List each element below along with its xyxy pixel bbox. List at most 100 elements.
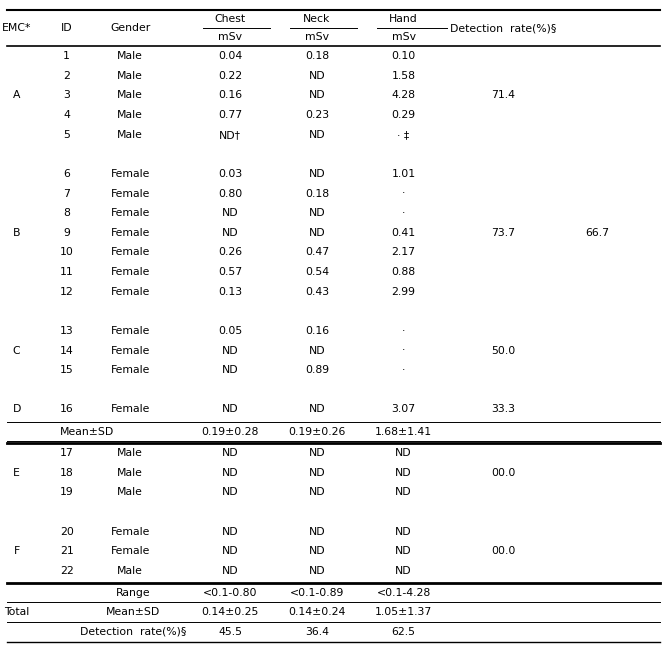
Text: Range: Range [116,587,151,598]
Text: 2.99: 2.99 [392,286,416,297]
Text: ND: ND [309,487,325,498]
Text: 9: 9 [63,228,70,238]
Text: 1.68±1.41: 1.68±1.41 [375,426,432,437]
Text: 00.0: 00.0 [492,468,516,478]
Text: 2: 2 [63,71,70,81]
Text: Female: Female [110,247,150,258]
Text: ND: ND [309,526,325,537]
Text: A: A [13,90,21,101]
Text: Female: Female [110,326,150,336]
Text: B: B [13,228,21,238]
Text: 0.57: 0.57 [218,267,242,277]
Text: 1.01: 1.01 [392,169,416,179]
Text: ND: ND [309,71,325,81]
Text: ND: ND [222,345,238,356]
Text: E: E [13,468,20,478]
Text: 33.3: 33.3 [492,404,516,415]
Text: 0.80: 0.80 [218,188,242,199]
Text: 50.0: 50.0 [492,345,516,356]
Text: ND: ND [222,448,238,458]
Text: mSv: mSv [218,32,242,43]
Text: 20: 20 [60,526,73,537]
Text: 73.7: 73.7 [492,228,516,238]
Text: 0.19±0.26: 0.19±0.26 [288,426,346,437]
Text: 6: 6 [63,169,70,179]
Text: Detection  rate(%)§: Detection rate(%)§ [450,23,557,33]
Text: 10: 10 [60,247,73,258]
Text: ND: ND [396,526,412,537]
Text: 0.16: 0.16 [218,90,242,101]
Text: 0.22: 0.22 [218,71,242,81]
Text: ND: ND [309,468,325,478]
Text: 4: 4 [63,110,70,120]
Text: 18: 18 [60,468,73,478]
Text: F: F [13,546,20,557]
Text: ND: ND [222,487,238,498]
Text: 22: 22 [60,566,73,576]
Text: ID: ID [61,23,73,33]
Text: Female: Female [110,188,150,199]
Text: ND: ND [309,566,325,576]
Text: Male: Male [117,566,143,576]
Text: ND: ND [396,487,412,498]
Text: 1.58: 1.58 [392,71,416,81]
Text: 0.23: 0.23 [305,110,329,120]
Text: Female: Female [110,546,150,557]
Text: Hand: Hand [389,14,418,24]
Text: 00.0: 00.0 [492,546,516,557]
Text: ND†: ND† [219,129,241,140]
Text: <0.1-4.28: <0.1-4.28 [376,587,431,598]
Text: 8: 8 [63,208,70,218]
Text: · ‡: · ‡ [398,129,410,140]
Text: 0.05: 0.05 [218,326,242,336]
Text: 0.29: 0.29 [392,110,416,120]
Text: 0.18: 0.18 [305,188,329,199]
Text: D: D [13,404,21,415]
Text: ·: · [402,326,406,336]
Text: ·: · [402,345,406,356]
Text: ND: ND [309,90,325,101]
Text: 0.14±0.25: 0.14±0.25 [201,607,259,617]
Text: Female: Female [110,228,150,238]
Text: Male: Male [117,487,143,498]
Text: 19: 19 [60,487,73,498]
Text: 0.14±0.24: 0.14±0.24 [288,607,346,617]
Text: ND: ND [309,546,325,557]
Text: 17: 17 [60,448,73,458]
Text: Female: Female [110,286,150,297]
Text: ND: ND [222,566,238,576]
Text: 45.5: 45.5 [218,627,242,637]
Text: ND: ND [222,468,238,478]
Text: 16: 16 [60,404,73,415]
Text: 4.28: 4.28 [392,90,416,101]
Text: <0.1-0.89: <0.1-0.89 [289,587,344,598]
Text: 0.10: 0.10 [392,51,416,61]
Text: ·: · [402,188,406,199]
Text: 12: 12 [60,286,73,297]
Text: ND: ND [309,228,325,238]
Text: Total: Total [4,607,29,617]
Text: ND: ND [396,468,412,478]
Text: 0.41: 0.41 [392,228,416,238]
Text: 0.04: 0.04 [218,51,242,61]
Text: 0.26: 0.26 [218,247,242,258]
Text: Female: Female [110,526,150,537]
Text: 0.16: 0.16 [305,326,329,336]
Text: 0.77: 0.77 [218,110,242,120]
Text: 7: 7 [63,188,70,199]
Text: 3.07: 3.07 [392,404,416,415]
Text: 1: 1 [63,51,70,61]
Text: 13: 13 [60,326,73,336]
Text: 14: 14 [60,345,73,356]
Text: Female: Female [110,169,150,179]
Text: Male: Male [117,90,143,101]
Text: 0.89: 0.89 [305,365,329,375]
Text: 0.47: 0.47 [305,247,329,258]
Text: 3: 3 [63,90,70,101]
Text: Mean±SD: Mean±SD [59,426,114,437]
Text: ND: ND [222,365,238,375]
Text: Male: Male [117,129,143,140]
Text: mSv: mSv [392,32,416,43]
Text: 2.17: 2.17 [392,247,416,258]
Text: Male: Male [117,71,143,81]
